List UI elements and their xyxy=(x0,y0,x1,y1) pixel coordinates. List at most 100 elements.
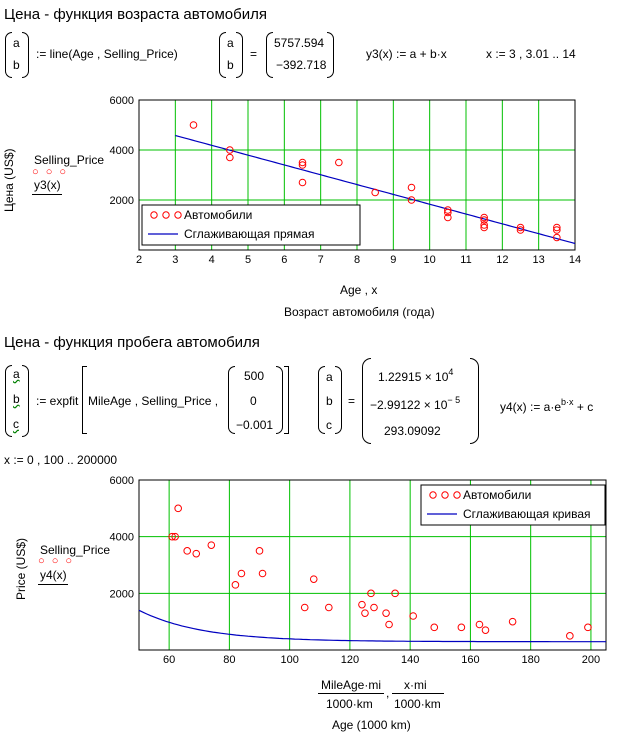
result-a: 5757.594 xyxy=(274,36,325,50)
data-point xyxy=(298,158,307,167)
plot-frame xyxy=(138,479,607,651)
legend-point-icon xyxy=(429,491,437,499)
x-axis-num1: MileAge·mi xyxy=(321,678,382,692)
line-call: := line(Age , Selling_Price) xyxy=(36,47,178,61)
legend-label-points: Автомобили xyxy=(463,488,531,502)
legend-point-icon xyxy=(150,211,158,219)
data-point xyxy=(444,208,452,217)
data-point xyxy=(255,547,264,555)
x-tick-label: 120 xyxy=(341,654,359,666)
data-point xyxy=(226,146,234,154)
data-point xyxy=(367,589,375,598)
vec-b: b xyxy=(227,58,234,72)
x-tick-label: 4 xyxy=(209,254,215,266)
x-tick-label: 80 xyxy=(223,654,235,666)
data-point xyxy=(237,569,246,578)
x-range-definition[interactable]: x := 3 , 3.01 .. 14 xyxy=(486,47,576,61)
data-point xyxy=(370,603,378,612)
data-point xyxy=(309,575,318,583)
x-tick-label: 100 xyxy=(280,654,298,666)
mileage-price-chart[interactable]: 60 80 100 120 140 160 180 200 2000 4000 6000 Автомо… xyxy=(0,470,618,680)
data-point xyxy=(183,547,192,555)
x-tick-label: 10 xyxy=(424,254,436,266)
legend-label-fit: Сглаживающая прямая xyxy=(184,227,314,241)
left-paren xyxy=(5,365,12,437)
vec-a: a xyxy=(13,367,20,381)
data-point xyxy=(358,600,366,609)
right-paren xyxy=(327,32,334,78)
data-point xyxy=(553,233,561,242)
data-point xyxy=(258,569,267,578)
data-point xyxy=(361,609,369,617)
legend-label-points: Автомобили xyxy=(184,208,252,222)
data-point xyxy=(335,158,343,167)
vec-b: b xyxy=(13,58,20,72)
data-point xyxy=(382,609,390,617)
x-tick-label: 2 xyxy=(136,254,142,266)
y-tick-label: 6000 xyxy=(110,475,134,487)
equals-sign: = xyxy=(348,394,356,408)
legend-selling-price: Selling_Price xyxy=(34,153,105,167)
data-point xyxy=(226,153,234,162)
right-paren xyxy=(470,358,479,444)
y4-definition[interactable]: y4(x) := a·eb·x + c xyxy=(500,397,594,414)
left-bracket xyxy=(82,366,87,434)
data-point xyxy=(508,617,517,626)
data-point xyxy=(300,603,309,612)
result-a: 1.22915 × 104 xyxy=(378,367,454,384)
data-point xyxy=(584,623,592,632)
data-point xyxy=(516,226,525,234)
x-tick-label: 8 xyxy=(354,254,360,266)
fraction-bar xyxy=(318,693,384,694)
x-tick-label: 12 xyxy=(496,254,508,266)
result-c: 293.09092 xyxy=(384,424,441,438)
data-point xyxy=(407,196,416,204)
legend-line-icon xyxy=(32,194,62,195)
x-tick-label: 9 xyxy=(390,254,396,266)
legend-y3: y3(x) xyxy=(34,178,61,192)
points-marker-icon: ○ ○ ○ xyxy=(38,555,75,567)
left-paren xyxy=(266,32,273,78)
legend-label-fit: Сглаживающая кривая xyxy=(463,507,591,521)
vec-a: a xyxy=(13,36,20,50)
x-tick-label: 14 xyxy=(569,254,581,266)
x-range-definition[interactable]: x := 0 , 100 .. 200000 xyxy=(4,453,118,467)
data-point xyxy=(174,504,182,513)
guess-a: 500 xyxy=(244,369,265,383)
fit-curve xyxy=(138,609,606,643)
x-axis-den2: 1000·km xyxy=(394,697,441,711)
x-tick-label: 3 xyxy=(172,254,178,266)
data-point xyxy=(168,532,176,541)
fraction-bar xyxy=(392,693,444,694)
points-marker-icon: ○ ○ ○ xyxy=(32,166,69,178)
x-axis-num2: x·mi xyxy=(404,678,427,692)
data-point xyxy=(481,626,490,634)
vec-b: b xyxy=(13,392,20,406)
legend-point-icon xyxy=(453,491,461,499)
data-point xyxy=(553,226,561,234)
age-price-chart[interactable]: 2 3 4 5 6 7 8 9 10 11 12 13 14 2000 4000 6000 Автомобили… xyxy=(0,90,618,320)
guess-c: −0.001 xyxy=(236,418,274,432)
expfit-call: := expfit xyxy=(36,394,79,408)
vec-a: a xyxy=(227,36,234,50)
data-point xyxy=(566,632,574,640)
x-tick-label: 60 xyxy=(163,654,175,666)
x-tick-label: 140 xyxy=(401,654,419,666)
legend-y4: y4(x) xyxy=(40,568,67,582)
left-paren xyxy=(228,366,235,434)
x-tick-label: 13 xyxy=(533,254,545,266)
right-paren xyxy=(22,32,29,78)
vec-c: c xyxy=(13,417,19,431)
equals-sign: = xyxy=(250,47,258,61)
x-tick-label: 5 xyxy=(245,254,251,266)
section2-title: Цена - функция пробега автомобиля xyxy=(4,334,260,351)
legend-selling-price: Selling_Price xyxy=(40,543,111,557)
result-b: −2.99122 × 10− 5 xyxy=(370,395,461,412)
x-axis-sep: , xyxy=(386,686,390,700)
right-paren xyxy=(236,32,243,78)
y3-definition[interactable]: y3(x) := a + b·x xyxy=(366,47,447,61)
data-point xyxy=(171,532,179,541)
data-point xyxy=(409,612,417,620)
x-tick-label: 6 xyxy=(281,254,287,266)
right-paren xyxy=(276,366,283,434)
